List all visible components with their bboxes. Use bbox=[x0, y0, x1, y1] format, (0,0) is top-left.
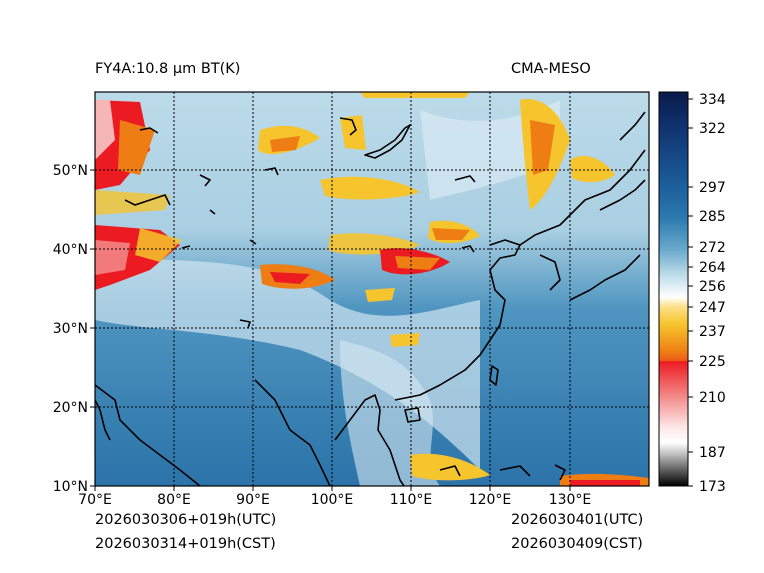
lon-ticks bbox=[94, 486, 571, 491]
lat-ticks bbox=[90, 169, 95, 487]
lat-label: 30°N bbox=[53, 321, 88, 337]
colorbar-tick-label: 187 bbox=[699, 445, 726, 461]
colorbar-frame bbox=[658, 91, 689, 487]
lon-label: 100°E bbox=[311, 492, 354, 508]
lat-label: 40°N bbox=[53, 242, 88, 258]
data-source-label: CMA-MESO bbox=[511, 61, 591, 77]
lat-label: 20°N bbox=[53, 400, 88, 416]
colorbar-tick-label: 334 bbox=[699, 92, 726, 108]
colorbar-tick-label: 322 bbox=[699, 121, 726, 137]
satellite-image bbox=[95, 92, 649, 486]
colorbar-tick-label: 237 bbox=[699, 324, 726, 340]
colorbar-tick-label: 210 bbox=[699, 390, 726, 406]
colorbar-tick-label: 173 bbox=[699, 479, 726, 495]
init-time-cst: 2026030314+019h(CST) bbox=[95, 536, 276, 552]
lat-label: 10°N bbox=[53, 479, 88, 495]
lon-label: 80°E bbox=[157, 492, 191, 508]
colorbar-tick-label: 256 bbox=[699, 279, 726, 295]
colorbar-tick-label: 225 bbox=[699, 354, 726, 370]
graticule bbox=[95, 92, 649, 486]
lon-label: 130°E bbox=[549, 492, 592, 508]
colorbar bbox=[659, 92, 688, 486]
valid-time-utc: 2026030401(UTC) bbox=[511, 512, 644, 528]
colorbar-tick-label: 297 bbox=[699, 180, 726, 196]
lon-label: 70°E bbox=[78, 492, 112, 508]
map-frame bbox=[94, 91, 650, 487]
lon-label: 110°E bbox=[390, 492, 433, 508]
colorbar-tick-label: 247 bbox=[699, 300, 726, 316]
colorbar-tick-label: 272 bbox=[699, 240, 726, 256]
init-time-utc: 2026030306+019h(UTC) bbox=[95, 512, 277, 528]
lon-label: 90°E bbox=[236, 492, 270, 508]
colorbar-ticks bbox=[688, 98, 693, 487]
colorbar-tick-label: 285 bbox=[699, 209, 726, 225]
lat-label: 50°N bbox=[53, 163, 88, 179]
map-title: FY4A:10.8 µm BT(K) bbox=[95, 61, 241, 77]
colorbar-tick-label: 264 bbox=[699, 260, 726, 276]
valid-time-cst: 2026030409(CST) bbox=[511, 536, 643, 552]
lon-label: 120°E bbox=[469, 492, 512, 508]
